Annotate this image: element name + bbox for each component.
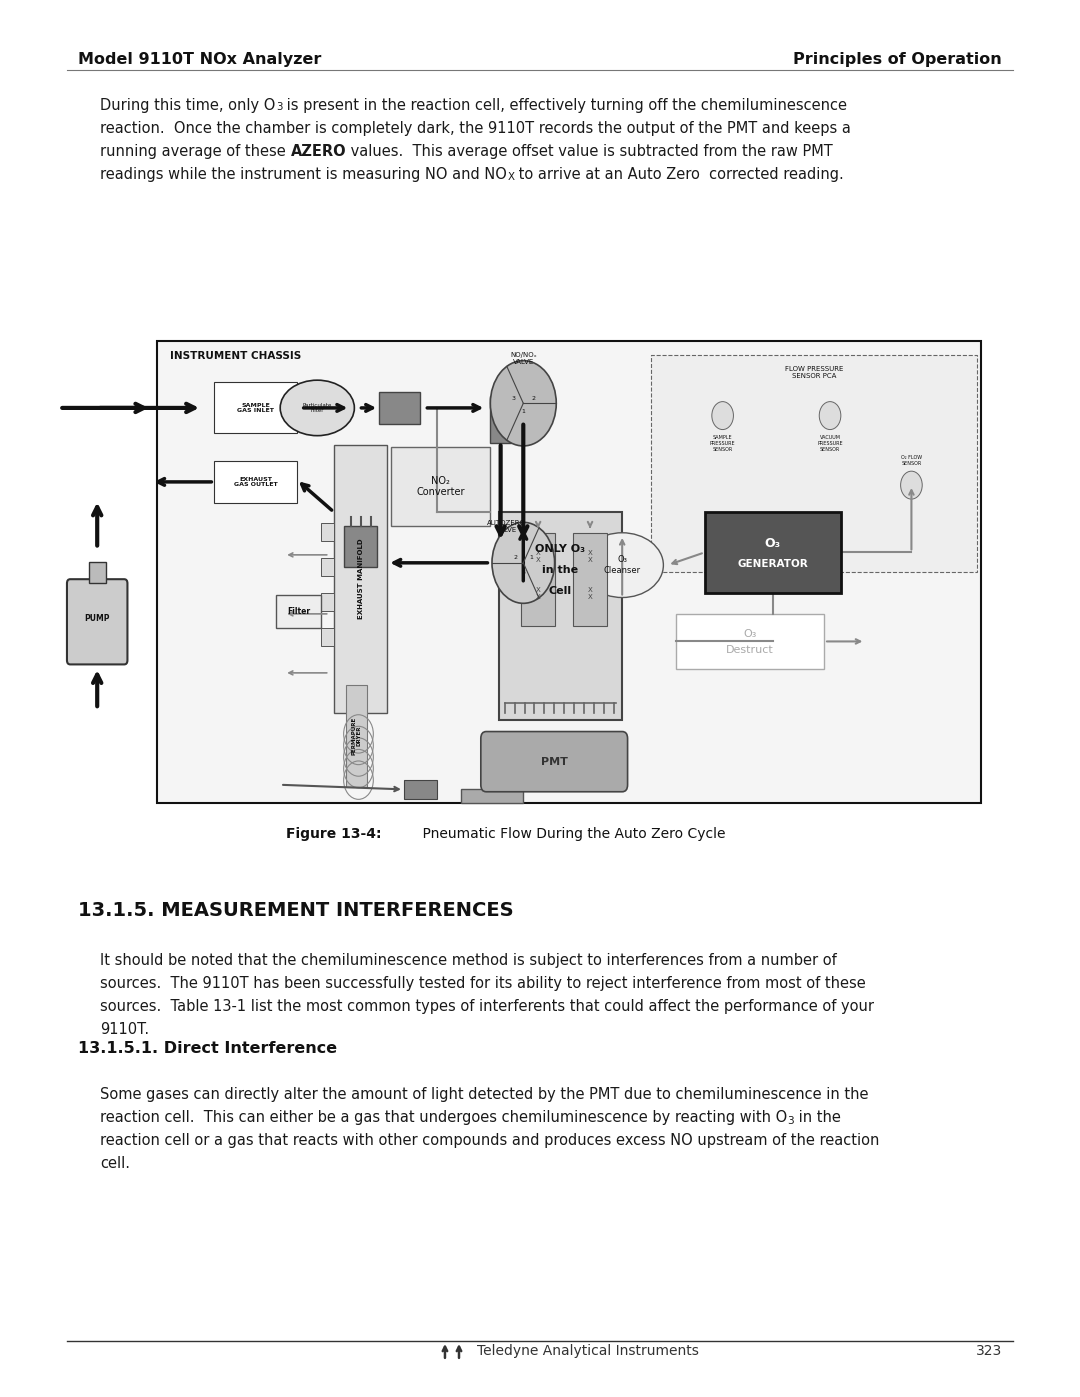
Bar	[89, 563, 106, 584]
Text: Destruct: Destruct	[726, 645, 773, 655]
Text: X
X: X X	[536, 587, 540, 601]
Circle shape	[490, 360, 556, 446]
Text: 3: 3	[512, 397, 515, 401]
Bar	[322, 522, 334, 542]
Text: During this time, only O: During this time, only O	[100, 98, 275, 113]
Text: It should be noted that the chemiluminescence method is subject to interferences: It should be noted that the chemilumines…	[100, 953, 837, 968]
Text: PUMP: PUMP	[84, 613, 110, 623]
Text: AUTOZERO
VALVE: AUTOZERO VALVE	[487, 520, 526, 532]
Text: Teledyne Analytical Instruments: Teledyne Analytical Instruments	[477, 1344, 699, 1358]
Text: 3: 3	[275, 102, 282, 112]
Text: ONLY O₃: ONLY O₃	[536, 545, 585, 555]
Text: NO₂
Converter: NO₂ Converter	[417, 476, 465, 497]
Text: readings while the instrument is measuring NO and NO: readings while the instrument is measuri…	[100, 166, 508, 182]
Bar	[461, 789, 524, 803]
Bar	[521, 532, 555, 626]
Text: X: X	[508, 172, 514, 182]
Bar	[214, 461, 297, 503]
FancyBboxPatch shape	[67, 580, 127, 665]
Text: reaction cell or a gas that reacts with other compounds and produces excess NO u: reaction cell or a gas that reacts with …	[100, 1133, 880, 1148]
Text: cell.: cell.	[100, 1157, 131, 1171]
Bar	[322, 592, 334, 612]
Bar	[499, 511, 622, 719]
Bar	[322, 627, 334, 645]
Circle shape	[901, 471, 922, 499]
Text: O₃
Cleanser: O₃ Cleanser	[604, 556, 640, 574]
Text: AZERO: AZERO	[291, 144, 347, 159]
Text: X
X: X X	[588, 587, 593, 601]
Text: PMT: PMT	[541, 757, 568, 767]
Text: O₂ FLOW
SENSOR: O₂ FLOW SENSOR	[901, 455, 922, 465]
Text: 323: 323	[976, 1344, 1002, 1358]
Text: Filter: Filter	[287, 606, 310, 616]
Text: 3: 3	[522, 570, 525, 574]
Text: sources.  Table 13-1 list the most common types of interferents that could affec: sources. Table 13-1 list the most common…	[100, 999, 875, 1014]
Text: values.  This average offset value is subtracted from the raw PMT: values. This average offset value is sub…	[347, 144, 833, 159]
Text: GENERATOR: GENERATOR	[738, 559, 808, 569]
Text: 9110T.: 9110T.	[100, 1023, 149, 1037]
Text: EXHAUST
GAS OUTLET: EXHAUST GAS OUTLET	[233, 476, 278, 488]
Text: running average of these: running average of these	[100, 144, 291, 159]
Ellipse shape	[280, 380, 354, 436]
Text: FLOW PRESSURE
SENSOR PCA: FLOW PRESSURE SENSOR PCA	[784, 366, 843, 379]
Text: reaction cell.  This can either be a gas that undergoes chemiluminescence by rea: reaction cell. This can either be a gas …	[100, 1109, 787, 1125]
Bar	[276, 595, 322, 627]
Text: O₃: O₃	[743, 630, 757, 640]
Bar	[379, 391, 420, 425]
Text: INSTRUMENT CHASSIS: INSTRUMENT CHASSIS	[170, 351, 301, 360]
Bar	[157, 341, 981, 803]
Text: Figure 13-4:: Figure 13-4:	[286, 827, 381, 841]
Text: SAMPLE
GAS INLET: SAMPLE GAS INLET	[237, 402, 274, 414]
Text: Some gases can directly alter the amount of light detected by the PMT due to che: Some gases can directly alter the amount…	[100, 1087, 869, 1102]
Circle shape	[492, 522, 555, 604]
Text: in the: in the	[542, 566, 579, 576]
Bar	[704, 511, 840, 592]
Text: 1: 1	[522, 409, 525, 414]
Text: VACUUM
PRESSURE
SENSOR: VACUUM PRESSURE SENSOR	[818, 434, 842, 451]
Text: Cell: Cell	[549, 585, 572, 597]
Text: PERMAPURE
DRYER: PERMAPURE DRYER	[351, 717, 362, 756]
Bar	[676, 613, 824, 669]
Text: Pneumatic Flow During the Auto Zero Cycle: Pneumatic Flow During the Auto Zero Cycl…	[405, 827, 726, 841]
Text: Principles of Operation: Principles of Operation	[794, 52, 1002, 67]
Circle shape	[820, 401, 841, 429]
Text: Model 9110T NOx Analyzer: Model 9110T NOx Analyzer	[78, 52, 321, 67]
Text: is present in the reaction cell, effectively turning off the chemiluminescence: is present in the reaction cell, effecti…	[282, 98, 848, 113]
Text: in the: in the	[795, 1109, 841, 1125]
Text: 13.1.5. MEASUREMENT INTERFERENCES: 13.1.5. MEASUREMENT INTERFERENCES	[78, 901, 513, 921]
Text: Particulate
Filter: Particulate Filter	[302, 402, 332, 414]
Text: EXHAUST MANIFOLD: EXHAUST MANIFOLD	[357, 539, 364, 619]
Bar	[345, 525, 377, 567]
Text: 13.1.5.1. Direct Interference: 13.1.5.1. Direct Interference	[78, 1041, 337, 1056]
Bar	[214, 383, 297, 433]
Text: 3: 3	[787, 1116, 795, 1126]
Circle shape	[712, 401, 733, 429]
Bar	[334, 444, 388, 712]
Text: to arrive at an Auto Zero  corrected reading.: to arrive at an Auto Zero corrected read…	[514, 166, 845, 182]
Bar	[572, 532, 607, 626]
Text: 1: 1	[529, 555, 534, 560]
Bar	[490, 397, 511, 443]
Bar	[346, 686, 367, 787]
Text: 2: 2	[513, 555, 517, 560]
Text: X
X: X X	[588, 549, 593, 563]
Text: SAMPLE
PRESSURE
SENSOR: SAMPLE PRESSURE SENSOR	[710, 434, 735, 451]
Text: reaction.  Once the chamber is completely dark, the 9110T records the output of : reaction. Once the chamber is completely…	[100, 120, 851, 136]
Text: 2: 2	[531, 397, 536, 401]
Bar	[391, 447, 490, 525]
Text: sources.  The 9110T has been successfully tested for its ability to reject inter: sources. The 9110T has been successfully…	[100, 975, 866, 990]
Bar	[651, 355, 976, 573]
Text: X
X: X X	[536, 549, 540, 563]
Ellipse shape	[581, 532, 663, 598]
Bar	[404, 780, 436, 799]
Text: O₃: O₃	[765, 536, 781, 549]
Bar	[322, 557, 334, 577]
Text: NO/NOₓ
VALVE: NO/NOₓ VALVE	[510, 352, 537, 365]
FancyBboxPatch shape	[481, 732, 627, 792]
